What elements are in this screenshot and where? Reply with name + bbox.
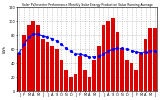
Bar <box>22 35 26 91</box>
Bar <box>130 63 133 91</box>
Bar <box>27 25 31 91</box>
Bar <box>134 70 138 91</box>
Bar <box>32 21 35 91</box>
Bar <box>17 53 21 91</box>
Bar <box>102 25 105 91</box>
Bar <box>64 70 68 91</box>
Bar <box>153 28 157 91</box>
Bar <box>74 74 77 91</box>
Bar <box>148 28 152 91</box>
Bar <box>88 77 91 91</box>
Bar <box>92 60 96 91</box>
Bar <box>41 39 45 91</box>
Y-axis label: kWh: kWh <box>3 45 7 53</box>
Bar <box>106 21 110 91</box>
Bar <box>83 70 87 91</box>
Bar <box>97 46 101 91</box>
Bar <box>69 77 73 91</box>
Bar <box>45 42 49 91</box>
Title: Solar PV/Inverter Performance Monthly Solar Energy Production Value Running Aver: Solar PV/Inverter Performance Monthly So… <box>22 3 152 7</box>
Bar <box>116 32 119 91</box>
Bar <box>125 60 129 91</box>
Bar <box>111 18 115 91</box>
Bar <box>60 60 63 91</box>
Bar <box>120 49 124 91</box>
Bar <box>144 39 147 91</box>
Bar <box>139 53 143 91</box>
Bar <box>50 46 54 91</box>
Bar <box>55 49 59 91</box>
Bar <box>36 25 40 91</box>
Bar <box>78 56 82 91</box>
